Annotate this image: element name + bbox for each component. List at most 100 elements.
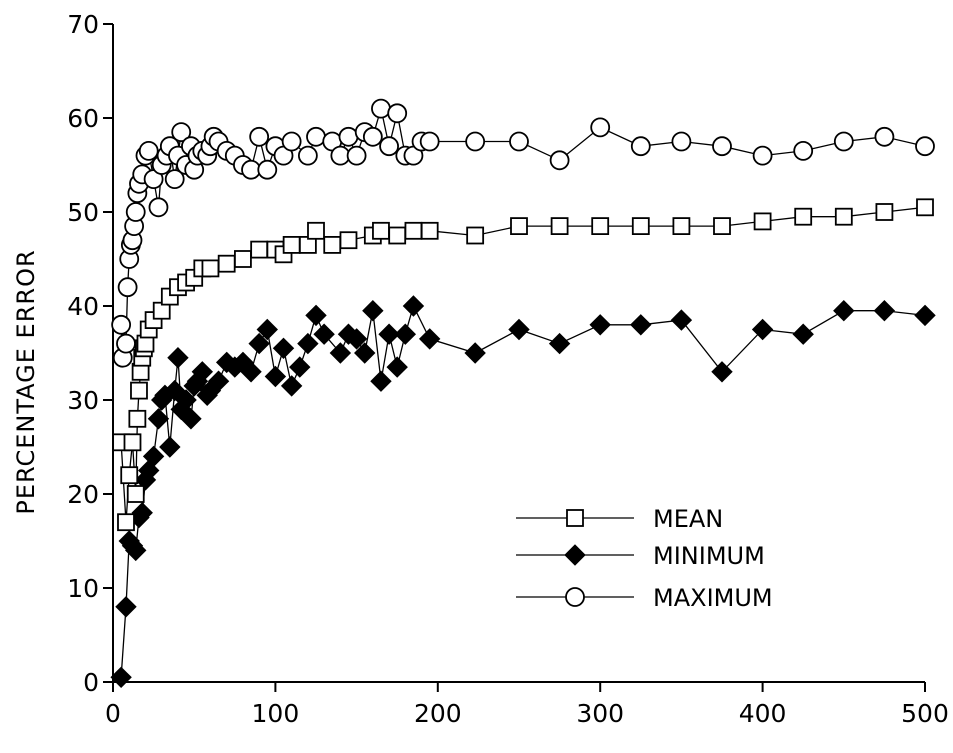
data-point-maximum bbox=[330, 145, 351, 166]
series-layer bbox=[110, 98, 936, 689]
series-minimum bbox=[110, 295, 936, 689]
data-point-mean bbox=[591, 217, 610, 236]
data-point-minimum bbox=[345, 328, 368, 350]
data-point-mean bbox=[420, 221, 439, 240]
data-point-minimum bbox=[394, 323, 417, 345]
data-point-maximum bbox=[116, 333, 136, 354]
data-point-mean bbox=[117, 513, 135, 532]
data-point-minimum bbox=[370, 370, 392, 392]
data-point-mean bbox=[753, 212, 772, 231]
data-point-minimum bbox=[589, 314, 611, 336]
data-point-maximum bbox=[257, 159, 278, 180]
data-point-mean bbox=[404, 221, 423, 240]
data-point-minimum bbox=[386, 356, 408, 378]
data-point-minimum bbox=[175, 389, 197, 411]
x-tick-label: 200 bbox=[414, 699, 462, 728]
legend-marker-minimum bbox=[564, 544, 586, 566]
data-point-minimum bbox=[240, 361, 262, 383]
data-point-minimum bbox=[248, 332, 270, 355]
data-point-mean bbox=[916, 198, 934, 217]
data-point-maximum bbox=[379, 136, 399, 157]
data-point-minimum bbox=[313, 323, 335, 345]
legend-label-mean: MEAN bbox=[653, 505, 723, 533]
data-point-mean bbox=[123, 433, 142, 452]
data-point-minimum bbox=[125, 539, 147, 562]
data-point-minimum bbox=[167, 346, 189, 369]
y-tick-label: 60 bbox=[67, 104, 99, 133]
data-point-maximum bbox=[419, 131, 440, 152]
data-point-minimum bbox=[256, 318, 278, 341]
data-point-maximum bbox=[793, 140, 814, 161]
y-tick-label: 0 bbox=[83, 668, 99, 697]
series-maximum bbox=[111, 98, 935, 368]
y-tick-label: 30 bbox=[67, 386, 99, 415]
data-point-minimum bbox=[272, 337, 295, 360]
data-point-maximum bbox=[249, 126, 270, 147]
data-point-minimum bbox=[164, 379, 186, 402]
data-point-minimum bbox=[110, 666, 132, 689]
data-point-minimum bbox=[792, 323, 814, 345]
data-point-mean bbox=[834, 207, 853, 226]
data-point-minimum bbox=[630, 314, 652, 336]
data-point-minimum bbox=[362, 299, 384, 322]
legend-marker-maximum bbox=[565, 587, 585, 607]
data-point-maximum bbox=[387, 103, 408, 124]
data-point-mean bbox=[713, 217, 731, 236]
data-point-minimum bbox=[305, 304, 327, 327]
data-point-mean bbox=[550, 217, 569, 236]
data-point-maximum bbox=[874, 126, 895, 147]
data-point-minimum bbox=[508, 318, 530, 341]
data-point-maximum bbox=[752, 145, 773, 166]
data-point-maximum bbox=[138, 140, 159, 161]
data-point-mean bbox=[234, 250, 252, 268]
y-tick-label: 20 bbox=[67, 480, 99, 509]
data-point-minimum bbox=[147, 408, 170, 430]
data-point-minimum bbox=[378, 323, 400, 345]
x-tick-label: 500 bbox=[901, 699, 949, 728]
data-point-minimum bbox=[670, 309, 693, 331]
data-point-maximum bbox=[164, 169, 185, 190]
data-point-minimum bbox=[751, 318, 774, 341]
data-point-mean bbox=[466, 226, 485, 245]
data-point-mean bbox=[126, 485, 145, 503]
data-point-mean bbox=[510, 217, 528, 236]
data-point-maximum bbox=[590, 117, 611, 138]
data-point-mean bbox=[794, 207, 813, 226]
data-point-minimum bbox=[191, 361, 214, 383]
data-point-maximum bbox=[671, 131, 692, 152]
data-point-minimum bbox=[873, 299, 896, 322]
data-point-mean bbox=[282, 235, 301, 254]
data-point-minimum bbox=[833, 299, 855, 322]
data-point-minimum bbox=[464, 342, 486, 364]
x-tick-label: 0 bbox=[105, 699, 121, 728]
y-tick-label: 40 bbox=[67, 292, 99, 321]
data-point-minimum bbox=[402, 295, 425, 317]
data-point-mean bbox=[339, 231, 358, 250]
legend: MEAN MINIMUM MAXIMUM bbox=[516, 505, 773, 612]
data-point-mean bbox=[631, 217, 650, 236]
x-tick-label: 400 bbox=[739, 699, 787, 728]
y-tick-label: 70 bbox=[67, 10, 99, 39]
x-tick-label: 100 bbox=[252, 699, 300, 728]
data-point-minimum bbox=[354, 342, 376, 364]
data-point-minimum bbox=[115, 596, 137, 618]
data-point-minimum bbox=[142, 445, 165, 468]
data-point-maximum bbox=[371, 98, 391, 119]
data-point-maximum bbox=[465, 131, 486, 152]
data-point-maximum bbox=[915, 136, 935, 157]
data-point-mean bbox=[307, 221, 325, 240]
data-point-mean bbox=[672, 217, 691, 236]
legend-label-minimum: MINIMUM bbox=[653, 542, 765, 570]
data-point-maximum bbox=[338, 126, 359, 147]
data-point-minimum bbox=[914, 304, 936, 327]
data-point-minimum bbox=[207, 370, 230, 392]
legend-label-maximum: MAXIMUM bbox=[653, 584, 773, 612]
data-point-minimum bbox=[548, 332, 571, 355]
data-point-minimum bbox=[711, 361, 733, 383]
data-point-minimum bbox=[159, 436, 181, 458]
data-point-maximum bbox=[833, 131, 854, 152]
data-point-mean bbox=[128, 409, 147, 428]
data-point-minimum bbox=[264, 365, 287, 388]
x-tick-label: 300 bbox=[576, 699, 624, 728]
